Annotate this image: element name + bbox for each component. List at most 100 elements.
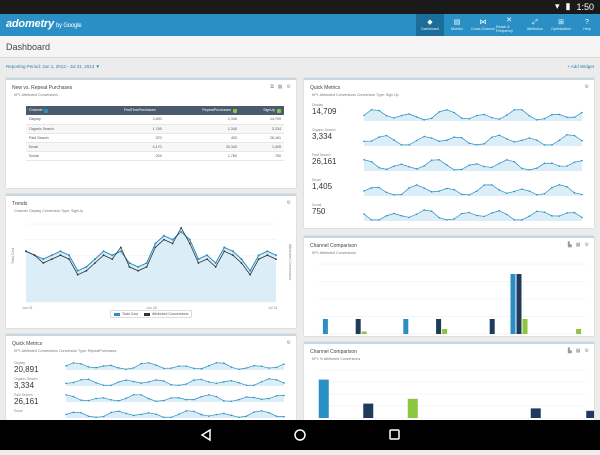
sparkline-point[interactable] <box>238 398 240 401</box>
sparkline-point[interactable] <box>185 398 188 401</box>
bar[interactable] <box>403 319 409 334</box>
sparkline-point[interactable] <box>506 213 508 216</box>
sparkline-point[interactable] <box>573 161 576 163</box>
sparkline-point[interactable] <box>415 213 418 216</box>
total-cost-point[interactable] <box>231 250 234 253</box>
sparkline-point[interactable] <box>363 213 365 215</box>
sparkline-point[interactable] <box>528 114 531 117</box>
sparkline-point[interactable] <box>95 366 97 369</box>
sparkline-point[interactable] <box>117 410 120 412</box>
total-cost-point[interactable] <box>68 254 71 257</box>
sparkline-point[interactable] <box>80 378 82 381</box>
sparkline-point[interactable] <box>283 382 285 384</box>
sparkline-point[interactable] <box>253 396 255 399</box>
sparkline-point[interactable] <box>475 144 478 146</box>
conversions-point[interactable] <box>231 254 234 257</box>
sparkline-point[interactable] <box>536 139 538 141</box>
sparkline-point[interactable] <box>95 381 97 384</box>
sparkline-point[interactable] <box>185 410 188 412</box>
sparkline-point[interactable] <box>132 414 135 417</box>
sparkline-point[interactable] <box>528 169 531 171</box>
sparkline-point[interactable] <box>566 212 568 214</box>
recents-icon[interactable] <box>389 429 400 440</box>
column-header[interactable]: SignUp <box>239 106 284 115</box>
sparkline-point[interactable] <box>363 190 365 192</box>
nav-monitor[interactable]: ▤ Monitor <box>444 14 470 36</box>
sparkline-point[interactable] <box>400 114 403 117</box>
conversions-point[interactable] <box>171 242 174 245</box>
sparkline-point[interactable] <box>475 114 478 117</box>
sparkline-point[interactable] <box>475 163 478 165</box>
sparkline-point[interactable] <box>581 159 583 162</box>
conversions-point[interactable] <box>94 262 96 264</box>
sparkline-point[interactable] <box>423 119 425 121</box>
total-cost-point[interactable] <box>93 258 96 261</box>
sparkline-point[interactable] <box>245 396 248 398</box>
sparkline-point[interactable] <box>400 214 403 217</box>
sparkline-point[interactable] <box>566 133 568 136</box>
conversions-point[interactable] <box>119 246 122 249</box>
sparkline-point[interactable] <box>87 378 90 381</box>
sparkline-point[interactable] <box>208 415 210 417</box>
sparkline-point[interactable] <box>468 194 471 196</box>
bar[interactable] <box>510 274 516 334</box>
sparkline-point[interactable] <box>400 193 403 196</box>
table-row[interactable]: Social 204 1,760 750 <box>26 151 284 162</box>
sparkline-point[interactable] <box>400 144 403 146</box>
sparkline-point[interactable] <box>430 159 433 162</box>
sparkline-point[interactable] <box>483 184 486 186</box>
sparkline-point[interactable] <box>170 383 173 386</box>
sparkline-point[interactable] <box>223 412 225 415</box>
total-cost-point[interactable] <box>154 242 157 245</box>
sparkline-point[interactable] <box>378 219 380 221</box>
sparkline-point[interactable] <box>370 108 373 111</box>
table-row[interactable]: Email 4,170 30,340 1,405 <box>26 142 284 153</box>
sparkline-point[interactable] <box>370 160 373 163</box>
sparkline-point[interactable] <box>573 211 576 214</box>
conversions-point[interactable] <box>145 266 148 268</box>
gear-icon[interactable]: ⚙ <box>286 84 291 90</box>
sparkline-point[interactable] <box>102 384 105 387</box>
nav-help[interactable]: ? Help <box>574 14 600 36</box>
sparkline-point[interactable] <box>423 209 425 211</box>
total-cost-point[interactable] <box>59 250 62 253</box>
sparkline-point[interactable] <box>438 111 440 113</box>
sparkline-point[interactable] <box>245 384 248 387</box>
sparkline-point[interactable] <box>506 192 508 195</box>
sparkline-point[interactable] <box>363 114 365 117</box>
sparkline-point[interactable] <box>72 411 75 414</box>
total-cost-point[interactable] <box>275 254 277 257</box>
table-row[interactable]: Organic Search 1,765 1,345 3,334 <box>26 124 284 134</box>
sparkline-point[interactable] <box>460 193 463 196</box>
sparkline-point[interactable] <box>283 363 285 365</box>
total-cost-point[interactable] <box>266 250 269 253</box>
nav-dashboard[interactable]: ◆ Dashboard <box>416 14 444 36</box>
sparkline-point[interactable] <box>72 395 75 398</box>
sparkline-point[interactable] <box>483 165 486 168</box>
conversions-point[interactable] <box>249 273 252 276</box>
total-cost-point[interactable] <box>102 250 105 253</box>
sparkline-point[interactable] <box>528 190 531 192</box>
sparkline-point[interactable] <box>95 416 97 419</box>
conversions-point[interactable] <box>111 258 114 260</box>
total-cost-point[interactable] <box>240 258 243 261</box>
sparkline-point[interactable] <box>490 166 493 169</box>
bar[interactable] <box>442 329 448 334</box>
sparkline-point[interactable] <box>162 367 165 370</box>
conversions-point[interactable] <box>266 254 269 257</box>
sparkline-point[interactable] <box>125 412 127 415</box>
sparkline-point[interactable] <box>543 162 546 165</box>
sparkline-point[interactable] <box>230 414 233 417</box>
sparkline-point[interactable] <box>558 139 561 142</box>
sparkline-point[interactable] <box>185 383 188 385</box>
bar-chart-icon[interactable]: ▙ <box>567 348 572 354</box>
nav-optimization[interactable]: ⊞ Optimization <box>548 14 574 36</box>
sparkline-point[interactable] <box>192 367 195 370</box>
total-cost-point[interactable] <box>180 230 183 233</box>
column-header[interactable]: RepeatPurchases <box>164 106 240 115</box>
sparkline-point[interactable] <box>445 164 448 166</box>
conversions-point[interactable] <box>59 254 62 257</box>
sparkline-point[interactable] <box>110 399 112 401</box>
sparkline-point[interactable] <box>275 395 278 397</box>
conversions-point[interactable] <box>188 242 191 245</box>
